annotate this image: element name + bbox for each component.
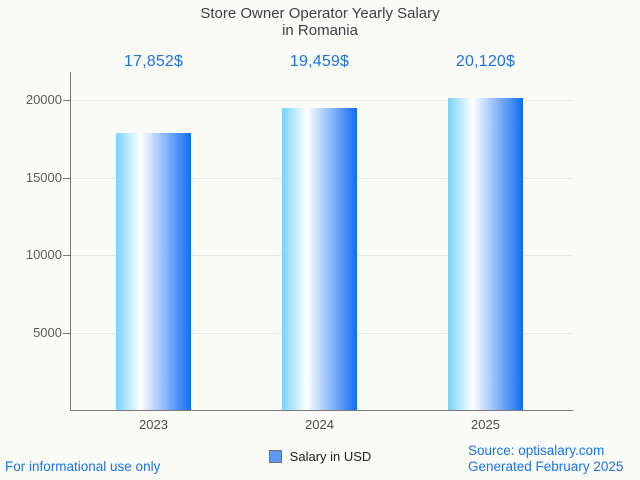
chart-title-line2: in Romania [282, 22, 358, 39]
y-tick-20000 [63, 100, 71, 101]
bar-2025 [448, 98, 523, 410]
y-axis-label-10000: 10000 [25, 247, 62, 262]
source-line: Source: optisalary.com [468, 443, 605, 458]
x-axis-label-2024: 2024 [305, 417, 334, 432]
y-tick-15000 [63, 177, 71, 179]
y-axis-label-20000: 20000 [25, 92, 62, 107]
x-axis-label-2023: 2023 [139, 417, 168, 432]
y-tick-10000 [63, 255, 71, 256]
bar-2024 [282, 108, 357, 410]
disclaimer-text: For informational use only [5, 459, 161, 474]
value-label-2023: 17,852$ [123, 53, 184, 70]
source-block: Source: optisalary.com Generated Februar… [468, 443, 623, 475]
chart-title-line1: Store Owner Operator Yearly Salary [200, 5, 440, 22]
chart-title: Store Owner Operator Yearly Salary in Ro… [0, 5, 640, 39]
y-axis-line [70, 72, 71, 410]
legend-label: Salary in USD [289, 449, 372, 464]
gridline-20000 [70, 100, 573, 101]
legend-swatch-icon [268, 450, 282, 463]
x-axis-label-2025: 2025 [471, 417, 500, 432]
value-label-2024: 19,459$ [289, 53, 350, 70]
y-axis-label-15000: 15000 [25, 169, 62, 185]
x-axis-line [70, 410, 573, 411]
y-axis-label-5000: 5000 [33, 324, 62, 340]
y-tick-5000 [63, 332, 71, 334]
generated-line: Generated February 2025 [468, 459, 624, 474]
legend: Salary in USD [0, 449, 640, 464]
value-label-2025: 20,120$ [455, 53, 516, 70]
bar-2023 [116, 133, 191, 410]
